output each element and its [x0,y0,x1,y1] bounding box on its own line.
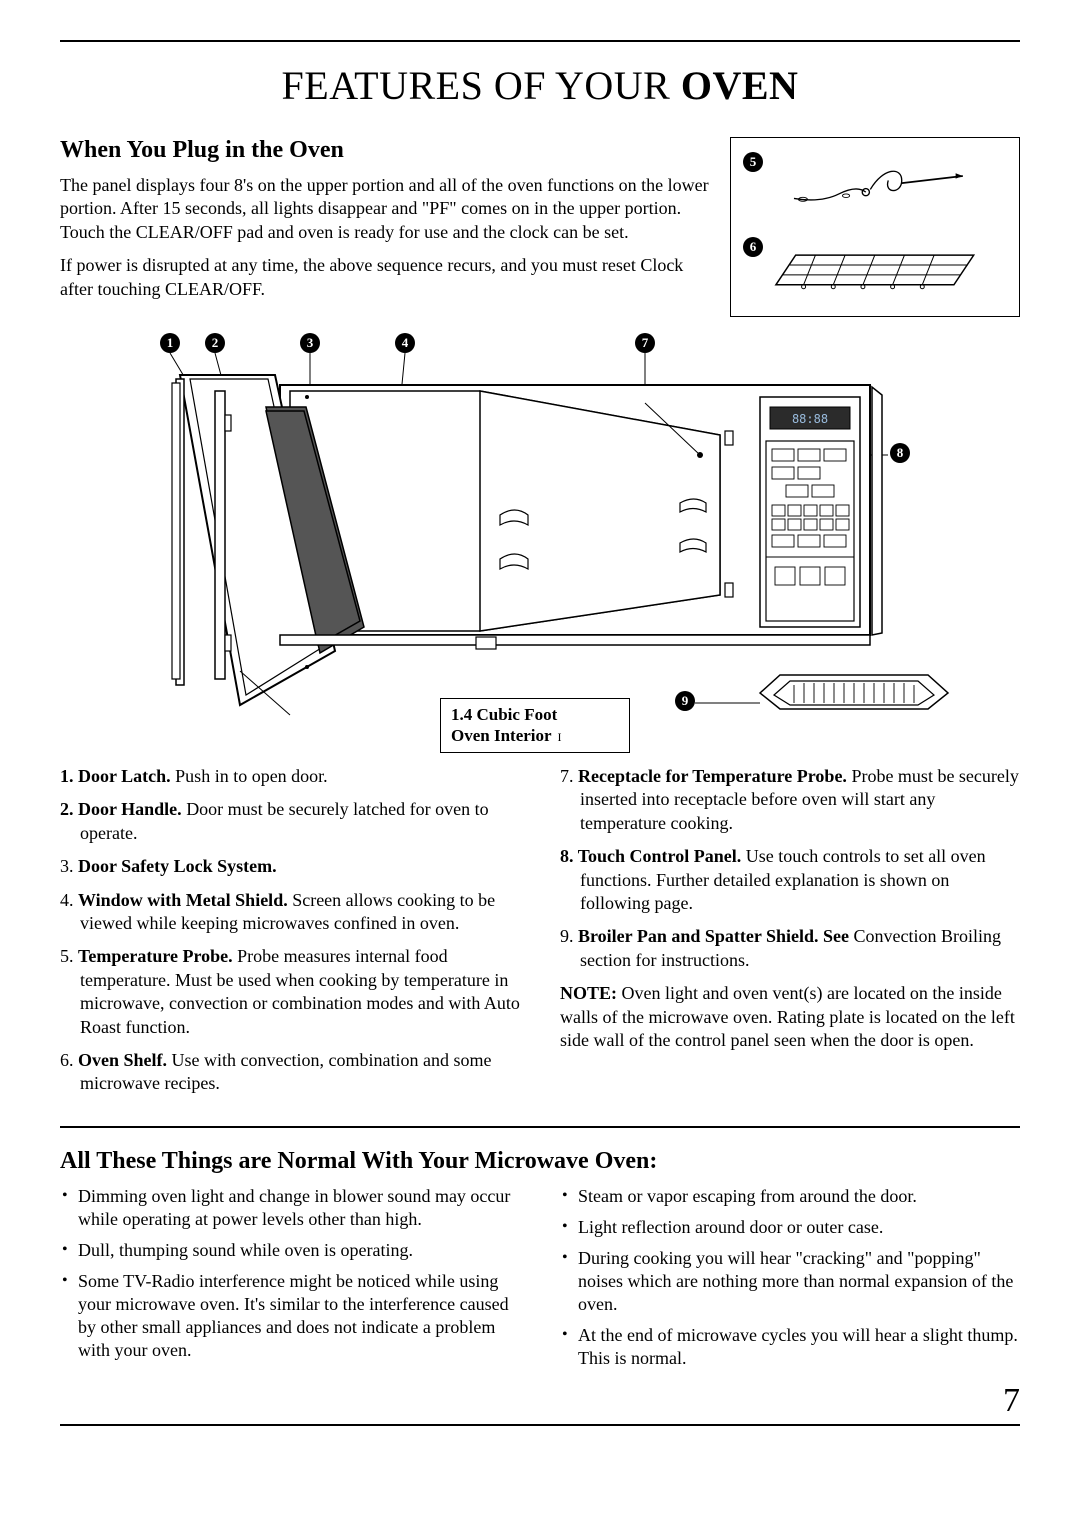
plug-p1: The panel displays four 8's on the upper… [60,174,710,244]
feature-item: 3. Door Safety Lock System. [60,855,520,878]
normal-left-list: Dimming oven light and change in blower … [60,1185,520,1362]
feature-item: 4. Window with Metal Shield. Screen allo… [60,889,520,936]
feature-item: 7. Receptacle for Temperature Probe. Pro… [560,765,1020,835]
badge-2: 2 [205,333,225,353]
interior-l1: 1.4 Cubic Foot [451,705,557,724]
badge-9: 9 [675,691,695,711]
bottom-rule [60,1424,1020,1426]
normal-right-col: Steam or vapor escaping from around the … [560,1185,1020,1378]
normal-item: Dimming oven light and change in blower … [60,1185,520,1231]
normal-columns: Dimming oven light and change in blower … [60,1185,1020,1378]
badge-8: 8 [890,443,910,463]
plug-text: When You Plug in the Oven The panel disp… [60,137,710,311]
normal-item: Steam or vapor escaping from around the … [560,1185,1020,1208]
feature-item: 8. Touch Control Panel. Use touch contro… [560,845,1020,915]
page-title: FEATURES OF YOUR OVEN [60,62,1020,109]
badge-4: 4 [395,333,415,353]
svg-text:88:88: 88:88 [792,412,828,426]
features-left-list: 1. Door Latch. Push in to open door. 2. D… [60,765,520,1096]
interior-sub: I [558,730,562,744]
normal-right-list: Steam or vapor escaping from around the … [560,1185,1020,1370]
feature-item: 2. Door Handle. Door must be securely la… [60,798,520,845]
plug-section: When You Plug in the Oven The panel disp… [60,137,1020,317]
normal-item: At the end of microwave cycles you will … [560,1324,1020,1370]
interior-l2: Oven Interior [451,726,551,745]
feature-item: 5. Temperature Probe. Probe measures int… [60,945,520,1039]
normal-item: During cooking you will hear "cracking" … [560,1247,1020,1316]
normal-item: Light reflection around door or outer ca… [560,1216,1020,1239]
accessory-probe: 5 [739,146,1011,223]
probe-icon [766,158,984,212]
accessory-box: 5 6 [730,137,1020,317]
title-bold: OVEN [681,63,799,108]
page-number: 7 [60,1382,1020,1420]
accessory-shelf: 6 [739,231,1011,308]
oven-illustration: 88:88 [60,335,1020,755]
features-columns: 1. Door Latch. Push in to open door. 2. D… [60,765,1020,1106]
mid-rule [60,1126,1020,1128]
normal-left-col: Dimming oven light and change in blower … [60,1185,520,1378]
oven-diagram: 1 2 3 4 7 8 9 [60,335,1020,755]
plug-p2: If power is disrupted at any time, the a… [60,254,710,301]
features-right-list: 7. Receptacle for Temperature Probe. Pro… [560,765,1020,972]
badge-6: 6 [743,237,763,257]
plug-heading: When You Plug in the Oven [60,137,710,164]
top-rule [60,40,1020,42]
features-note: NOTE: Oven light and oven vent(s) are lo… [560,982,1020,1052]
badge-1: 1 [160,333,180,353]
feature-item: 6. Oven Shelf. Use with convection, comb… [60,1049,520,1096]
note-label: NOTE: [560,983,617,1003]
feature-item: 1. Door Latch. Push in to open door. [60,765,520,788]
note-text: Oven light and oven vent(s) are located … [560,983,1015,1050]
features-right-col: 7. Receptacle for Temperature Probe. Pro… [560,765,1020,1106]
feature-item: 9. Broiler Pan and Spatter Shield. See C… [560,925,1020,972]
normal-heading: All These Things are Normal With Your Mi… [60,1148,1020,1175]
badge-7: 7 [635,333,655,353]
features-left-col: 1. Door Latch. Push in to open door. 2. D… [60,765,520,1106]
interior-label: 1.4 Cubic Foot Oven Interior I [440,698,630,753]
badge-3: 3 [300,333,320,353]
title-pre: FEATURES OF YOUR [282,63,681,108]
badge-5: 5 [743,152,763,172]
shelf-icon [766,243,984,297]
normal-item: Some TV-Radio interference might be noti… [60,1270,520,1362]
normal-item: Dull, thumping sound while oven is opera… [60,1239,520,1262]
